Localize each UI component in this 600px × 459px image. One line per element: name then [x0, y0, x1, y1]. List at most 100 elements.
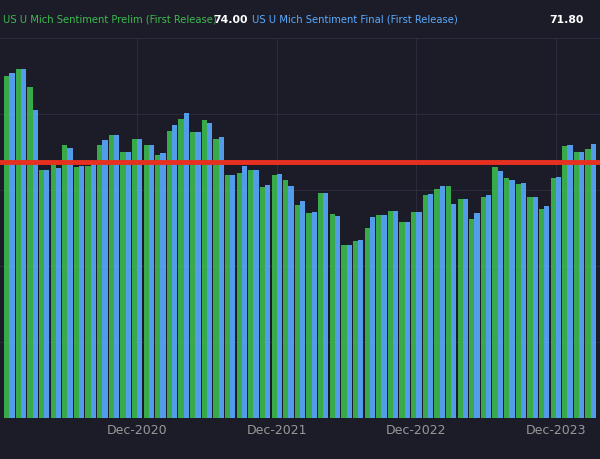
Bar [428, 194, 433, 418]
Bar [458, 199, 463, 418]
Bar [556, 178, 561, 418]
Bar [149, 146, 154, 418]
Bar [184, 114, 189, 418]
Bar [521, 183, 526, 418]
Bar [178, 120, 184, 418]
Bar [544, 207, 550, 418]
Bar [590, 144, 596, 418]
Bar [347, 246, 352, 418]
Bar [21, 70, 26, 418]
Bar [207, 123, 212, 418]
Bar [469, 219, 475, 418]
Bar [272, 175, 277, 418]
Bar [39, 170, 44, 418]
Bar [329, 214, 335, 418]
Bar [551, 179, 556, 418]
Bar [214, 140, 218, 418]
Bar [504, 179, 509, 418]
Bar [586, 150, 590, 418]
Bar [422, 195, 428, 418]
Bar [265, 185, 271, 418]
Bar [167, 132, 172, 418]
Bar [515, 185, 521, 418]
Bar [28, 88, 32, 418]
Bar [393, 212, 398, 418]
Bar [404, 222, 410, 418]
Bar [132, 140, 137, 418]
Bar [527, 198, 533, 418]
Bar [242, 167, 247, 418]
Bar [56, 169, 61, 418]
Bar [353, 242, 358, 418]
Bar [481, 198, 486, 418]
Text: 71.80: 71.80 [549, 15, 583, 24]
Text: 74.00: 74.00 [213, 15, 248, 24]
Bar [10, 74, 14, 418]
Bar [323, 193, 328, 418]
Bar [400, 222, 404, 418]
Bar [103, 141, 107, 418]
Bar [109, 136, 114, 418]
Bar [236, 173, 242, 418]
Bar [97, 146, 103, 418]
Bar [370, 217, 375, 418]
Bar [121, 152, 125, 418]
Bar [416, 212, 422, 418]
Bar [155, 155, 160, 418]
Bar [574, 153, 579, 418]
Bar [568, 146, 572, 418]
Bar [44, 170, 49, 418]
Bar [137, 140, 142, 418]
Bar [230, 176, 235, 418]
Bar [434, 189, 440, 418]
Bar [440, 187, 445, 418]
Bar [260, 188, 265, 418]
Bar [318, 193, 323, 418]
Text: US U Mich Sentiment Prelim (First Release): US U Mich Sentiment Prelim (First Releas… [3, 15, 217, 24]
Bar [463, 199, 468, 418]
Bar [67, 149, 73, 418]
Bar [253, 171, 259, 418]
Bar [562, 146, 568, 418]
Bar [74, 168, 79, 418]
Bar [114, 136, 119, 418]
Bar [497, 171, 503, 418]
Bar [16, 70, 21, 418]
Bar [358, 241, 364, 418]
Bar [172, 125, 178, 418]
Bar [335, 217, 340, 418]
Bar [190, 133, 196, 418]
Bar [376, 216, 382, 418]
Bar [143, 146, 149, 418]
Bar [32, 111, 38, 418]
Bar [341, 246, 347, 418]
Bar [283, 181, 289, 418]
Bar [289, 186, 293, 418]
Bar [300, 202, 305, 418]
Bar [295, 205, 300, 418]
Text: US U Mich Sentiment Final (First Release): US U Mich Sentiment Final (First Release… [252, 15, 458, 24]
Bar [311, 212, 317, 418]
Bar [388, 212, 393, 418]
Bar [382, 216, 386, 418]
Bar [218, 138, 224, 418]
Bar [4, 77, 10, 418]
Bar [196, 132, 200, 418]
Bar [125, 153, 131, 418]
Bar [202, 120, 207, 418]
Bar [277, 174, 282, 418]
Bar [486, 196, 491, 418]
Bar [533, 198, 538, 418]
Bar [539, 210, 544, 418]
Bar [225, 176, 230, 418]
Bar [493, 168, 497, 418]
Bar [509, 180, 515, 418]
Bar [160, 153, 166, 418]
Bar [79, 167, 85, 418]
Bar [307, 213, 311, 418]
Bar [62, 146, 67, 418]
Bar [85, 167, 91, 418]
Bar [475, 214, 479, 418]
Bar [248, 171, 253, 418]
Bar [50, 164, 56, 418]
